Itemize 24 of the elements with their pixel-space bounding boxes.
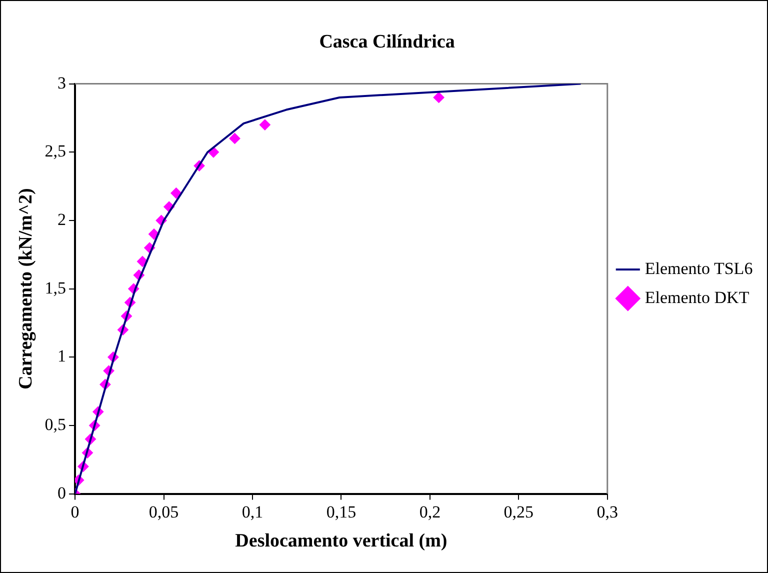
y-tick-label: 2,5 bbox=[44, 142, 66, 161]
y-tick-label: 1,5 bbox=[44, 278, 66, 298]
legend-label: Elemento TSL6 bbox=[644, 258, 753, 278]
point bbox=[259, 119, 270, 130]
x-tick-label: 0,1 bbox=[242, 502, 264, 522]
chart-title: Casca Cilíndrica bbox=[319, 31, 456, 52]
y-tick-label: 0 bbox=[58, 483, 66, 502]
point bbox=[433, 92, 444, 103]
x-tick-label: 0,3 bbox=[596, 502, 618, 522]
y-tick-label: 0,5 bbox=[44, 414, 66, 434]
y-tick-label: 1 bbox=[58, 346, 66, 366]
x-tick-label: 0,25 bbox=[504, 502, 534, 522]
point bbox=[229, 132, 240, 144]
point bbox=[136, 256, 148, 267]
legend-label: Elemento DKT bbox=[644, 288, 750, 307]
x-tick-label: 0,2 bbox=[419, 502, 441, 522]
x-tick-label: 0,05 bbox=[148, 502, 179, 522]
point bbox=[170, 188, 182, 199]
x-tick-label: 0 bbox=[70, 502, 80, 522]
x-axis-title: Deslocamento vertical (m) bbox=[235, 530, 448, 552]
y-axis-title: Carregamento (kN/m^2) bbox=[15, 188, 36, 390]
y-tick-label: 3 bbox=[58, 73, 66, 92]
y-tick-label: 2 bbox=[58, 210, 66, 229]
x-tick-label: 0,15 bbox=[326, 502, 356, 522]
